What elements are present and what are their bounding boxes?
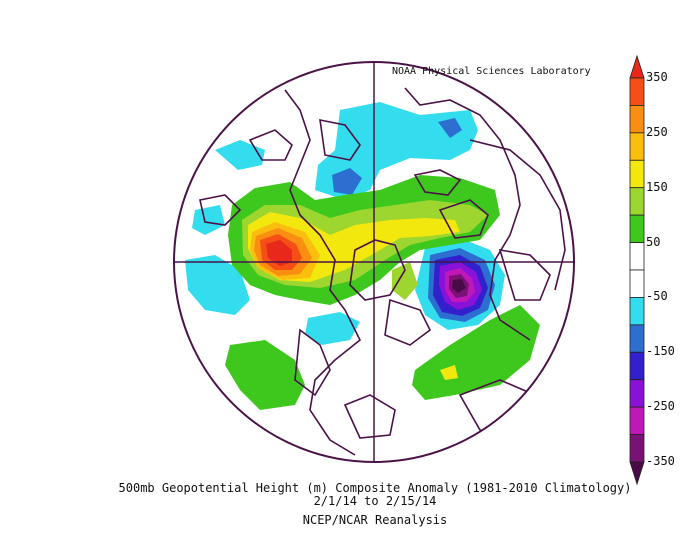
dataset-label: NCEP/NCAR Reanalysis bbox=[302, 513, 448, 527]
neg-anomaly-pacific-east bbox=[185, 255, 250, 315]
pos-anomaly-atlantic bbox=[225, 340, 305, 410]
colorbar-tick-label: 150 bbox=[646, 179, 668, 194]
pos-anomaly-europe-core bbox=[440, 365, 458, 380]
colorbar-swatch bbox=[629, 54, 645, 79]
map-title: 500mb Geopotential Height (m) Composite … bbox=[118, 481, 632, 495]
colorbar-swatch bbox=[629, 269, 645, 298]
colorbar-tick-label: 350 bbox=[646, 70, 668, 84]
neg-anomaly-siberia-core bbox=[452, 279, 466, 293]
colorbar-swatch bbox=[629, 434, 645, 463]
colorbar-swatch bbox=[629, 105, 645, 134]
coastlines bbox=[199, 87, 566, 456]
colorbar-swatch bbox=[629, 297, 645, 326]
colorbar-swatch bbox=[629, 187, 645, 216]
colorbar-tick-label: -50 bbox=[646, 289, 668, 304]
colorbar-swatch bbox=[629, 324, 645, 353]
colorbar-tick-label: 250 bbox=[646, 124, 668, 139]
neg-anomaly-arctic-core2 bbox=[438, 118, 462, 138]
pos-anomaly-north-pacific-core bbox=[266, 240, 292, 266]
colorbar-swatch bbox=[629, 242, 645, 271]
colorbar-swatch bbox=[629, 461, 645, 486]
colorbar-swatch bbox=[629, 406, 645, 435]
credit-label: NOAA Physical Sciences Laboratory bbox=[392, 66, 591, 77]
colorbar-swatch bbox=[629, 159, 645, 189]
neg-anomaly-alaska bbox=[215, 140, 265, 170]
colorbar-swatch bbox=[629, 214, 645, 243]
colorbar-swatch bbox=[629, 351, 645, 381]
colorbar-swatch bbox=[629, 132, 645, 161]
neg-anomaly-west bbox=[192, 205, 225, 235]
colorbar-tick-label: -150 bbox=[646, 344, 675, 359]
date-range: 2/1/14 to 2/15/14 bbox=[313, 494, 437, 508]
colorbar-tick-label: -250 bbox=[646, 399, 675, 414]
colorbar bbox=[629, 54, 645, 486]
colorbar-tick-label: 50 bbox=[646, 234, 661, 249]
colorbar-swatch bbox=[629, 379, 645, 408]
colorbar-swatch bbox=[629, 77, 645, 106]
anomaly-field bbox=[185, 87, 566, 456]
colorbar-tick-label: -350 bbox=[646, 454, 675, 468]
pos-anomaly-ural bbox=[392, 262, 418, 300]
neg-anomaly-north-america bbox=[305, 312, 360, 345]
map-boundary bbox=[173, 61, 575, 463]
neg-anomaly-arctic-core bbox=[332, 168, 362, 195]
